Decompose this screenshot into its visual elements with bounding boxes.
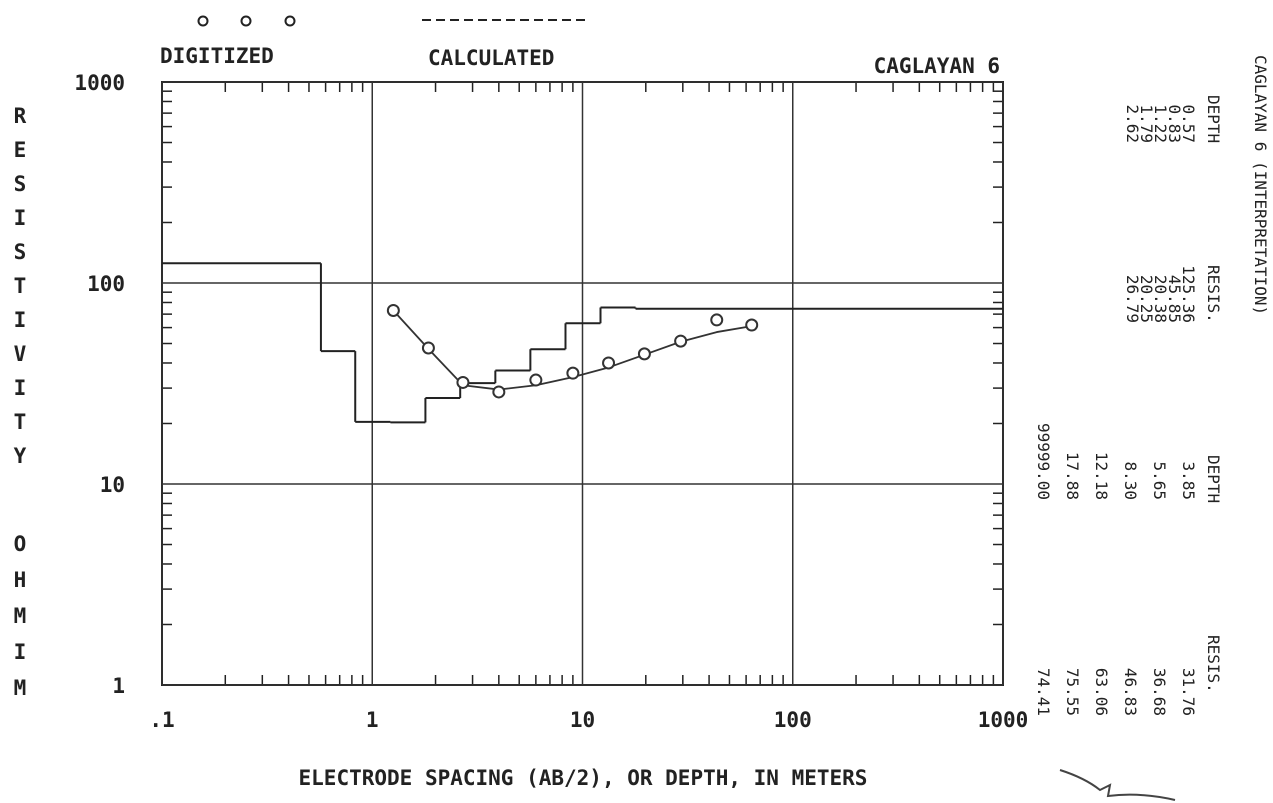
table-value: 45.85 xyxy=(1165,275,1184,323)
legend: DIGITIZED CALCULATED xyxy=(160,15,590,70)
x-tick-label: 100 xyxy=(774,708,812,732)
data-point xyxy=(566,366,580,380)
data-point xyxy=(602,356,616,370)
x-axis-label: ELECTRODE SPACING (AB/2), OR DEPTH, IN M… xyxy=(299,766,868,790)
table-value: 46.83 xyxy=(1121,668,1140,716)
y-tick-label: 10 xyxy=(100,473,125,497)
legend-label: DIGITIZED xyxy=(160,44,274,68)
table-value: 17.88 xyxy=(1063,452,1082,500)
table-value: 0.57 xyxy=(1179,104,1198,143)
data-point xyxy=(456,375,470,389)
data-point xyxy=(421,341,435,355)
legend-marker xyxy=(284,15,296,27)
x-tick-label: .1 xyxy=(149,708,174,732)
column-header: DEPTH xyxy=(1204,455,1223,503)
table-value: 2.62 xyxy=(1123,104,1142,143)
y-tick-label: 1 xyxy=(112,674,125,698)
x-tick-label: 10 xyxy=(570,708,595,732)
legend-marker xyxy=(197,15,209,27)
data-point xyxy=(386,303,400,317)
y-tick-label: 1000 xyxy=(74,71,125,95)
data-point xyxy=(674,334,688,348)
signature xyxy=(1059,769,1176,801)
table-value: 3.85 xyxy=(1179,461,1198,500)
x-tick-label: 1000 xyxy=(978,708,1029,732)
table-value: 99999.00 xyxy=(1034,423,1053,500)
interpretation-title: CAGLAYAN 6 (INTERPRETATION) xyxy=(1251,55,1270,315)
table-value: 75.55 xyxy=(1063,668,1082,716)
y-axis-label: OHMIM xyxy=(8,532,32,712)
legend-label: CALCULATED xyxy=(428,46,554,70)
data-point xyxy=(710,313,724,327)
table-value: 8.30 xyxy=(1121,461,1140,500)
table-value: 31.76 xyxy=(1179,668,1198,716)
table-value: 63.06 xyxy=(1092,668,1111,716)
table-value: 36.68 xyxy=(1150,668,1169,716)
table-value: 1.79 xyxy=(1137,104,1156,143)
table-value: 12.18 xyxy=(1092,452,1111,500)
y-tick-label: 100 xyxy=(87,272,125,296)
table-value: 20.38 xyxy=(1151,275,1170,323)
column-header: RESIS. xyxy=(1204,265,1223,323)
column-header: RESIS. xyxy=(1204,635,1223,693)
x-tick-label: 1 xyxy=(366,708,379,732)
data-point xyxy=(492,385,506,399)
data-point xyxy=(745,318,759,332)
table-value: 26.79 xyxy=(1123,275,1142,323)
table-value: 74.41 xyxy=(1034,668,1053,716)
legend-marker xyxy=(240,15,252,27)
table-value: 1.22 xyxy=(1151,104,1170,143)
plot-area xyxy=(162,262,1003,424)
chart-title: CAGLAYAN 6 xyxy=(874,54,1000,78)
data-point xyxy=(529,373,543,387)
table-value: 0.83 xyxy=(1165,104,1184,143)
table-value: 20.25 xyxy=(1137,275,1156,323)
data-point xyxy=(637,347,651,361)
column-header: DEPTH xyxy=(1204,95,1223,143)
table-value: 5.65 xyxy=(1150,461,1169,500)
table-value: 125.36 xyxy=(1179,265,1198,323)
y-axis-label: RESISTIVITY xyxy=(8,104,32,478)
